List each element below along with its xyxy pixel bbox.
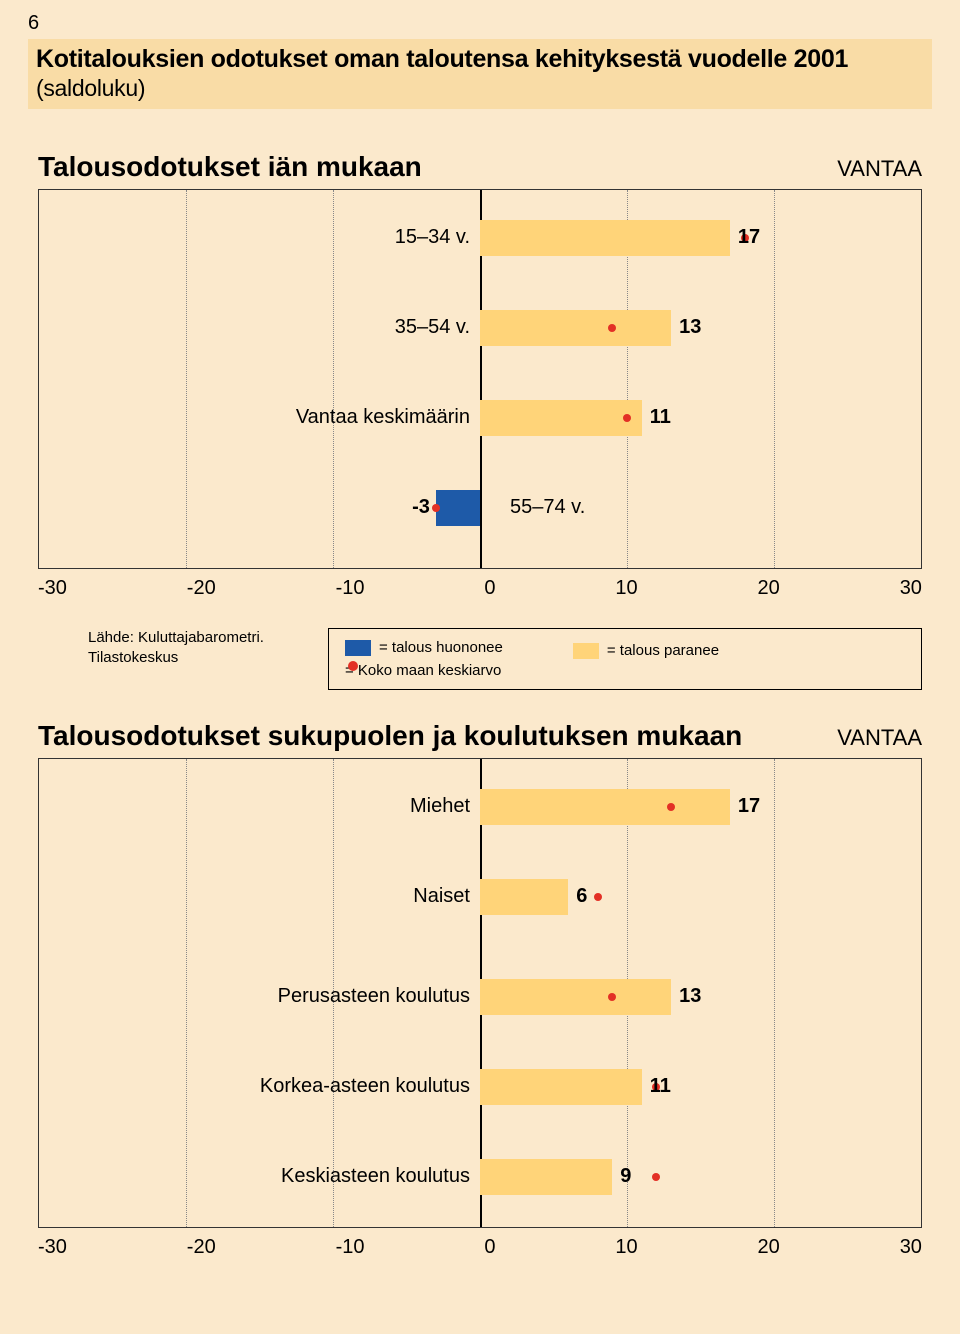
dot-marker [623,414,631,422]
page-number: 6 [28,12,932,35]
chart2-region: VANTAA [837,725,922,751]
value-label: -3 [412,496,430,519]
source-line2: Tilastokeskus [88,648,288,668]
value-label: 13 [679,316,701,339]
swatch-yellow [573,643,599,659]
bar [436,490,480,526]
row-label: Keskiasteen koulutus [281,1165,470,1188]
bar [480,400,642,436]
axis-tick: -30 [38,577,67,600]
page: 6 Kotitalouksien odotukset oman talouten… [0,0,960,1334]
chart1-title: Talousodotukset iän mukaan [38,151,422,183]
axis-tick: -30 [38,1236,67,1259]
dot-marker [594,893,602,901]
bar [480,1069,642,1105]
gridline [186,190,187,568]
axis-tick: -10 [336,577,365,600]
title-main: Kotitalouksien odotukset oman taloutensa… [36,45,848,73]
gridline [774,759,775,1227]
chart2-title: Talousodotukset sukupuolen ja koulutukse… [38,720,742,752]
row-label: Perusasteen koulutus [278,985,470,1008]
swatch-dot [348,661,358,671]
axis-tick: -20 [187,1236,216,1259]
value-label: 11 [650,1075,671,1098]
chart2-frame: Miehet 17 Naiset 6 Perusasteen koulutus 13 Kor… [38,758,922,1228]
row-label: 55–74 v. [510,496,585,519]
legend-paranee: = talous paranee [573,639,719,662]
value-label: 17 [738,226,760,249]
axis-tick: -20 [187,577,216,600]
axis-tick: 30 [900,577,922,600]
axis-tick: 10 [615,1236,637,1259]
bar [480,879,568,915]
bar [480,1159,612,1195]
gridline [186,759,187,1227]
source-line1: Lähde: Kuluttajabarometri. [88,628,288,648]
title-band: Kotitalouksien odotukset oman taloutensa… [28,39,932,109]
gridline [333,190,334,568]
row-label: Vantaa keskimäärin [296,406,470,429]
title-saldo: (saldoluku) [36,75,145,101]
bar [480,310,671,346]
row-label: Miehet [410,795,470,818]
row-label: Naiset [413,885,470,908]
axis-tick: 20 [758,577,780,600]
dot-marker [608,324,616,332]
dot-marker [608,993,616,1001]
legend-huononee: = talous huononee [345,639,503,656]
bar [480,789,730,825]
value-label: 6 [576,885,587,908]
value-label: 9 [620,1165,631,1188]
value-label: 13 [679,985,701,1008]
axis-tick: 0 [484,577,495,600]
source-text: Lähde: Kuluttajabarometri. Tilastokeskus [88,628,288,667]
bar [480,979,671,1015]
chart1-axis: -30 -20 -10 0 10 20 30 [38,577,922,600]
axis-tick: -10 [336,1236,365,1259]
chart1-frame: 15–34 v. 17 35–54 v. 13 Vantaa keskimäärin 11… [38,189,922,569]
legend-box: = talous huononee = talous paranee = Kok… [328,628,922,690]
chart1-region: VANTAA [837,156,922,182]
axis-tick: 0 [484,1236,495,1259]
legend-paranee-text: = talous paranee [607,642,719,659]
bar [480,220,730,256]
chart2-axis: -30 -20 -10 0 10 20 30 [38,1236,922,1259]
legend-wrap: Lähde: Kuluttajabarometri. Tilastokeskus… [88,628,922,690]
chart2-header: Talousodotukset sukupuolen ja koulutukse… [28,720,932,758]
row-label: 35–54 v. [395,316,470,339]
dot-marker [432,504,440,512]
row-label: 15–34 v. [395,226,470,249]
axis-tick: 10 [615,577,637,600]
axis-tick: 20 [758,1236,780,1259]
swatch-blue [345,640,371,656]
row-label: Korkea-asteen koulutus [260,1075,470,1098]
legend-koko-text: = Koko maan keskiarvo [345,662,501,679]
value-label: 17 [738,795,760,818]
legend-huononee-text: = talous huononee [379,639,503,656]
chart1-header: Talousodotukset iän mukaan VANTAA [28,151,932,189]
dot-marker [667,803,675,811]
axis-tick: 30 [900,1236,922,1259]
value-label: 11 [650,406,671,429]
dot-marker [652,1173,660,1181]
gridline [774,190,775,568]
legend-koko: = Koko maan keskiarvo [345,662,905,679]
